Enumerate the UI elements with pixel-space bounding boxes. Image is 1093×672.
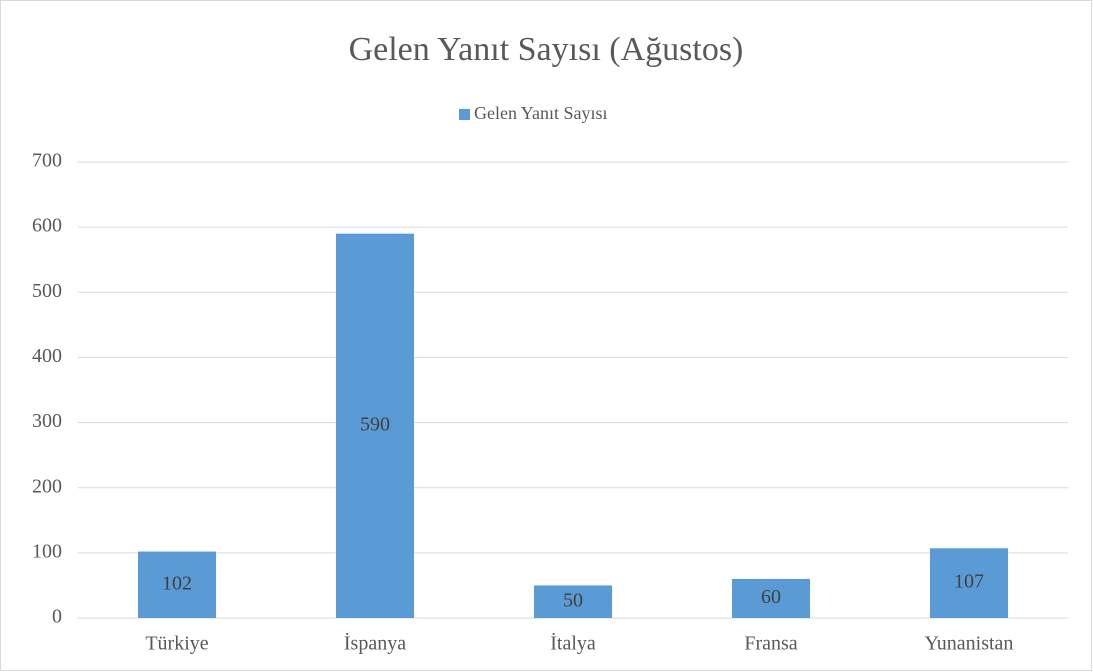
bar (732, 578, 810, 618)
x-tick-label: İtalya (550, 632, 596, 655)
x-tick-label: Yunanistan (925, 633, 1014, 655)
data-label: 107 (954, 571, 984, 593)
x-tick-label: İspanya (344, 632, 406, 655)
data-label: 590 (360, 413, 390, 435)
x-tick-label: Türkiye (145, 633, 208, 655)
x-tick-label: Fransa (744, 633, 797, 655)
data-label: 102 (162, 572, 192, 594)
legend-swatch (459, 109, 470, 120)
bar (930, 548, 1008, 618)
y-tick-label: 600 (32, 215, 62, 237)
chart-title: Gelen Yanıt Sayısı (Ağustos) (349, 31, 744, 68)
bar (138, 551, 216, 618)
bar (534, 585, 612, 618)
y-tick-label: 300 (32, 410, 62, 432)
y-tick-label: 700 (32, 150, 62, 172)
y-tick-label: 400 (32, 345, 62, 367)
legend-label: Gelen Yanıt Sayısı (474, 103, 608, 123)
y-tick-label: 100 (32, 540, 62, 562)
data-label: 50 (563, 589, 583, 611)
data-label: 60 (761, 586, 781, 608)
y-tick-label: 0 (52, 606, 62, 628)
bar (336, 233, 414, 618)
y-tick-label: 200 (32, 475, 62, 497)
y-tick-label: 500 (32, 280, 62, 302)
